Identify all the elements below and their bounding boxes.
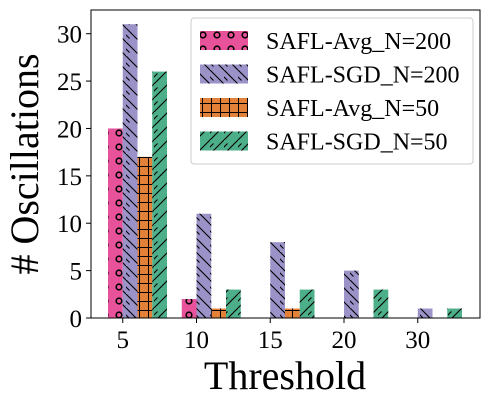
bar [211, 309, 226, 318]
bar-hatch [374, 290, 389, 318]
x-tick-label: 10 [184, 327, 209, 354]
bar [197, 214, 212, 318]
bar [152, 72, 167, 318]
bar-hatch [418, 309, 433, 318]
x-tick-label: 20 [332, 327, 357, 354]
bar [182, 299, 197, 318]
y-axis-label: # Oscillations [2, 53, 47, 274]
bar-hatch [197, 214, 212, 318]
bar-hatch [270, 242, 285, 318]
bar [300, 290, 315, 318]
legend-label: SAFL-Avg_N=50 [266, 96, 439, 122]
bar-hatch [300, 290, 315, 318]
bar [108, 128, 123, 318]
x-tick-label: 5 [117, 327, 130, 354]
legend-label: SAFL-SGD_N=50 [266, 130, 448, 156]
bar [226, 290, 241, 318]
bar-hatch [108, 128, 123, 318]
bar-hatch [344, 271, 359, 318]
bar-hatch [138, 157, 153, 318]
legend: SAFL-Avg_N=200 SAFL-SGD_N=200 SAFL-Avg_N=5… [191, 18, 473, 164]
bar [123, 24, 138, 318]
x-axis-ticks: 5 10 15 20 30 [117, 318, 431, 354]
legend-label: SAFL-SGD_N=200 [266, 63, 460, 89]
y-tick-label: 15 [57, 164, 82, 191]
bar [418, 309, 433, 318]
bar [344, 271, 359, 318]
y-tick-label: 25 [57, 69, 82, 96]
bar-hatch [152, 72, 167, 318]
bar [270, 242, 285, 318]
y-axis-ticks: 0 5 10 15 20 25 30 [57, 22, 91, 333]
bar-hatch [447, 309, 462, 318]
bar [447, 309, 462, 318]
y-tick-label: 5 [70, 259, 83, 286]
y-tick-label: 30 [57, 22, 82, 49]
legend-swatch-hatch [200, 98, 248, 117]
bar-hatch [182, 299, 197, 318]
y-tick-label: 0 [70, 306, 83, 333]
x-axis-label: Threshold [204, 353, 366, 398]
x-tick-label: 30 [405, 327, 430, 354]
bar [138, 157, 153, 318]
bar [374, 290, 389, 318]
bar [285, 309, 300, 318]
y-tick-label: 10 [57, 211, 82, 238]
y-tick-label: 20 [57, 116, 82, 143]
bar-hatch [123, 24, 138, 318]
x-tick-label: 15 [258, 327, 283, 354]
legend-swatch-hatch [200, 31, 248, 50]
legend-swatch-hatch [200, 132, 248, 151]
legend-label: SAFL-Avg_N=200 [266, 29, 451, 55]
bar-hatch [226, 290, 241, 318]
bar-hatch [285, 309, 300, 318]
legend-swatch-hatch [200, 65, 248, 84]
bar-hatch [211, 309, 226, 318]
